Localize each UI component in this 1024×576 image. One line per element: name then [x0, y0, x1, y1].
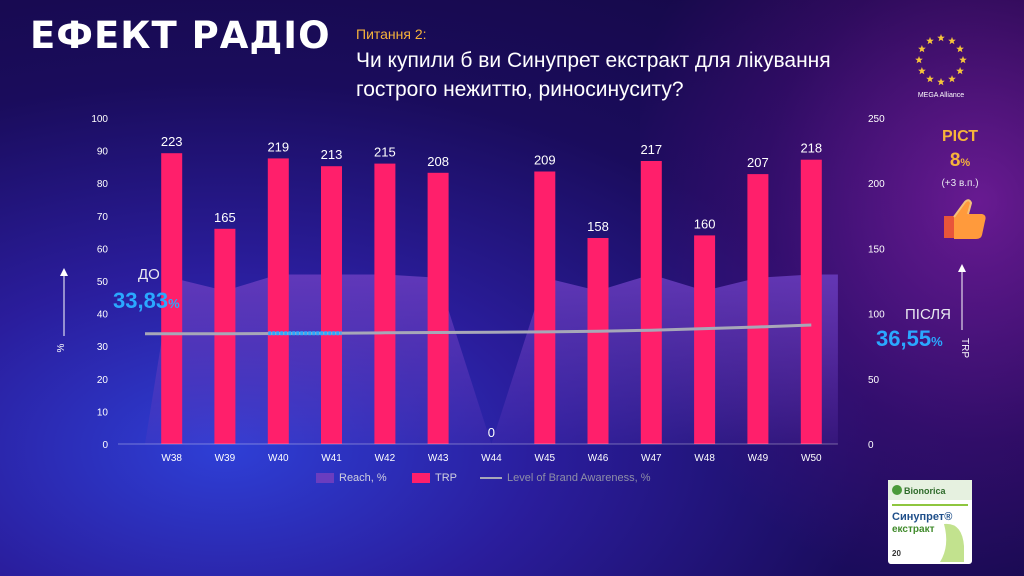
data-label: 223	[161, 134, 183, 149]
legend-swatch-awareness	[480, 477, 502, 480]
left-tick-label: 20	[97, 375, 109, 386]
x-tick-label: W50	[801, 453, 822, 464]
data-label: 218	[800, 141, 822, 156]
x-tick-label: W48	[694, 453, 715, 464]
trp-bar	[747, 174, 769, 444]
legend-item-awareness: Level of Brand Awareness, %	[480, 472, 651, 484]
growth-delta: (+3 в.п.)	[941, 178, 979, 189]
data-label: 213	[321, 147, 343, 162]
after-value: 36,55%	[876, 326, 943, 351]
x-tick-label: W45	[535, 453, 556, 464]
trp-bar	[161, 153, 183, 444]
data-label: 207	[747, 155, 769, 170]
left-tick-label: 0	[102, 440, 108, 451]
question-text: Чи купили б ви Синупрет екстракт для лік…	[356, 49, 831, 101]
data-label: 160	[694, 216, 716, 231]
star-icon	[959, 56, 967, 64]
left-tick-label: 30	[97, 342, 109, 353]
growth-title: РІСТ	[941, 128, 979, 145]
legend-swatch-trp	[412, 473, 430, 484]
trp-bar	[640, 161, 662, 444]
data-label: 0	[488, 425, 495, 440]
left-tick-label: 50	[97, 277, 109, 288]
product-pack-image: Bionorica Синупрет® екстракт 20	[888, 480, 972, 564]
x-tick-label: W39	[215, 453, 236, 464]
star-icon	[918, 67, 926, 75]
trp-bar	[587, 238, 609, 444]
thumbs-up-icon	[944, 199, 986, 239]
star-icon	[956, 67, 964, 75]
trp-bar	[694, 235, 716, 444]
trp-bar	[321, 166, 342, 444]
trp-bar	[534, 171, 556, 444]
star-icon	[915, 56, 923, 64]
right-tick-label: 150	[868, 244, 885, 255]
star-icon	[956, 45, 964, 53]
star-icon	[937, 78, 945, 86]
trp-bar	[267, 158, 289, 444]
x-tick-label: W40	[268, 453, 289, 464]
legend-item-reach: Reach, %	[316, 472, 387, 484]
x-tick-label: W43	[428, 453, 449, 464]
x-tick-label: W42	[375, 453, 396, 464]
x-tick-label: W49	[748, 453, 769, 464]
left-axis-title: %	[56, 343, 67, 352]
x-tick-label: W47	[641, 453, 662, 464]
legend-item-trp: TRP	[412, 472, 457, 484]
data-label: 209	[534, 153, 556, 168]
star-icon	[918, 45, 926, 53]
awareness-line	[145, 323, 812, 336]
logo-caption: MEGA Alliance	[917, 92, 965, 99]
star-icon	[926, 75, 934, 83]
before-value: 33,83%	[113, 288, 180, 313]
x-tick-label: W46	[588, 453, 609, 464]
left-arrow-head-icon	[60, 268, 68, 276]
data-label: 165	[214, 210, 236, 225]
before-label: ДО	[138, 266, 160, 283]
product-count: 20	[892, 549, 901, 558]
trp-bar	[374, 163, 396, 444]
left-tick-label: 10	[97, 407, 109, 418]
star-icon	[926, 36, 934, 45]
data-label: 215	[374, 145, 396, 160]
right-tick-label: 0	[868, 440, 874, 451]
mega-alliance-logo: MEGA Alliance	[906, 30, 976, 104]
right-axis-title: TRP	[959, 338, 970, 358]
left-tick-label: 90	[97, 147, 109, 158]
reach-area	[145, 274, 838, 444]
star-icon	[948, 75, 956, 83]
legend-swatch-reach	[316, 473, 334, 484]
product-brand: Bionorica	[904, 486, 947, 496]
right-tick-label: 200	[868, 179, 885, 190]
product-subname: екстракт	[892, 524, 935, 535]
left-tick-label: 100	[91, 114, 108, 125]
right-tick-label: 250	[868, 114, 885, 125]
left-tick-label: 40	[97, 310, 109, 321]
product-name: Синупрет®	[892, 511, 952, 523]
data-label: 208	[427, 154, 449, 169]
right-arrow-head-icon	[958, 264, 966, 272]
left-tick-label: 80	[97, 179, 109, 190]
trp-bar	[214, 228, 236, 444]
left-tick-label: 70	[97, 212, 109, 223]
star-icon	[937, 34, 945, 42]
growth-value: 8%	[949, 150, 971, 171]
question-number: Питання 2:	[356, 26, 427, 42]
after-label: ПІСЛЯ	[905, 306, 951, 323]
right-tick-label: 50	[868, 375, 880, 386]
left-tick-label: 60	[97, 244, 109, 255]
data-label: 158	[587, 219, 609, 234]
star-icon	[948, 36, 956, 45]
page-title: ЕФЕКТ РАДІО	[30, 14, 331, 57]
trp-bar	[800, 159, 822, 444]
data-label: 217	[640, 142, 662, 157]
right-tick-label: 100	[868, 310, 885, 321]
data-label: 219	[267, 139, 289, 154]
x-tick-label: W38	[161, 453, 182, 464]
eu-stars-icon	[915, 34, 967, 86]
x-tick-label: W44	[481, 453, 502, 464]
trp-bar	[427, 172, 449, 445]
x-tick-label: W41	[321, 453, 342, 464]
